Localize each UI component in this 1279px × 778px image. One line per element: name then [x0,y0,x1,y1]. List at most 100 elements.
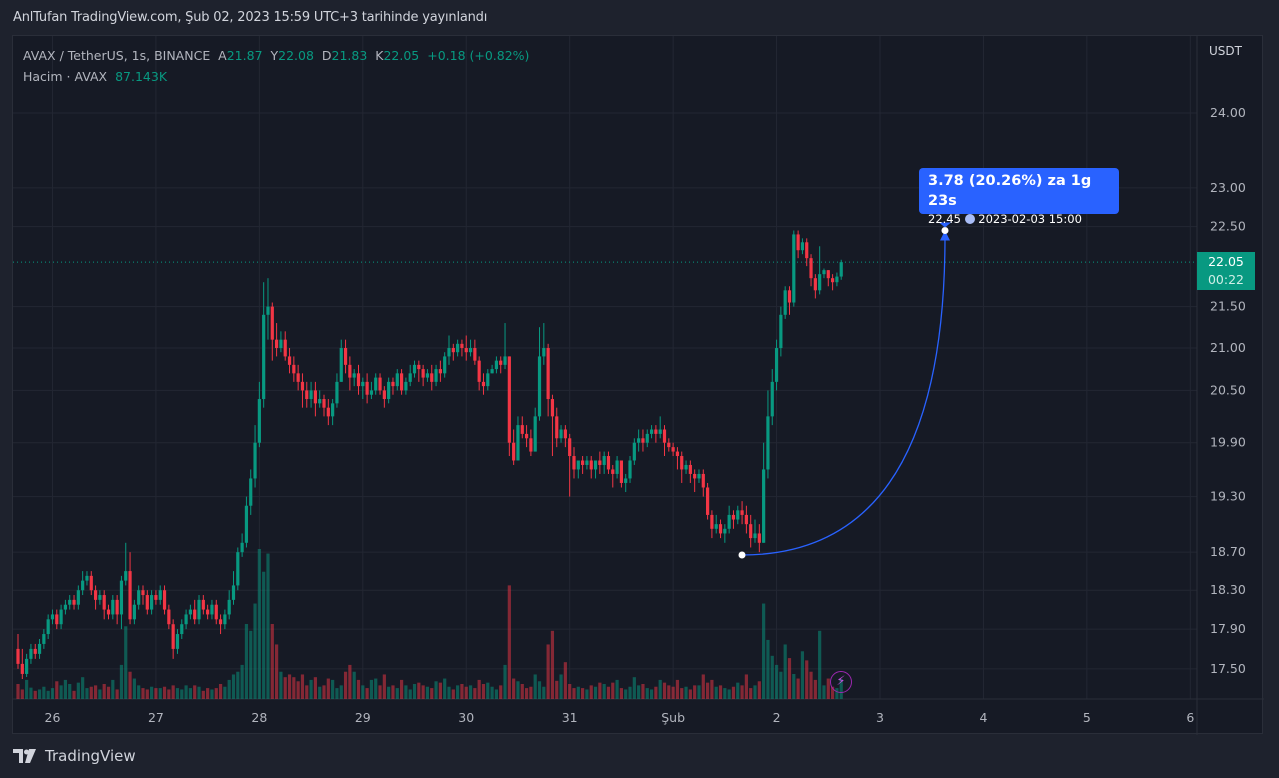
volume-bar [42,686,46,699]
candle-body [374,377,378,391]
candle-body [645,433,649,443]
volume-bar [171,685,175,699]
candle-body [542,348,546,357]
candle-body [171,624,175,649]
open-label: A [218,48,227,63]
candle-body [762,469,766,543]
candle-body [581,460,585,465]
candle-body [275,339,279,349]
volume-bar [486,682,490,699]
candle-body [576,460,580,470]
candle-body [481,381,486,387]
measure-target: 22.45 2023-02-03 15:00 [928,211,1110,228]
published-caption: AnlTufan TradingView.com, Şub 02, 2023 1… [13,10,488,25]
volume-bar [374,678,378,699]
candle-body [421,369,425,378]
volume-bar [736,682,740,699]
price-tick-label: 21.00 [1210,340,1246,355]
time-tick-label: 31 [562,710,578,725]
candle-body [770,381,774,417]
volume-bar [296,681,300,699]
chart-frame[interactable]: 24.00 23.00 22.50 21.50 21.00 20.50 19.90 19.30… [12,35,1264,735]
candle-body [818,274,822,291]
currency-label[interactable]: USDT [1209,44,1242,58]
symbol-name[interactable]: AVAX / TetherUS, 1s, BINANCE [23,48,211,63]
candle-body [499,360,503,365]
volume-bar [473,688,477,699]
candle-body [568,438,572,457]
candle-body [706,487,710,515]
measure-label-pointer [939,222,951,228]
volume-bar [223,686,227,699]
volume-bar [167,689,171,699]
volume-bar [231,674,236,699]
volume-bar [399,679,404,699]
volume-bar [585,689,589,699]
candle-body [675,451,680,457]
volume-bar [818,630,822,699]
volume-bar [322,685,326,699]
volume-bar [175,688,180,699]
volume-bar [201,690,205,699]
volume-bar [89,686,93,699]
candle-body [555,416,559,439]
volume-bar [257,549,261,699]
volume-bar [188,688,192,699]
volume-bar [593,686,598,699]
candle-body [322,399,326,408]
measure-start-handle [738,551,746,559]
measure-target-date: 2023-02-03 15:00 [978,212,1082,226]
volume-bar [555,680,559,699]
volume-bar [382,674,386,699]
candle-body [839,262,843,277]
candle-body [305,390,309,400]
candle-body [188,609,192,615]
volume-bar [809,671,813,699]
volume-bar [559,674,563,699]
volume-label[interactable]: Hacim · AVAX [23,69,108,84]
volume-bar [128,671,132,699]
volume-bar [822,685,826,699]
candle-body [654,429,658,434]
time-tick-label: 30 [458,710,474,725]
volume-bar [766,639,770,699]
time-tick-label: 5 [1083,710,1091,725]
candle-body [628,460,632,479]
volume-bar [206,688,210,699]
lightning-icon[interactable]: ⚡ [830,671,852,693]
candle-body [85,575,89,581]
volume-bar [391,685,395,699]
candle-body [50,614,55,620]
candle-body [830,278,835,283]
change-value: +0.18 (+0.82%) [427,48,530,63]
volume-bar [537,681,542,699]
candle-body [718,524,723,534]
volume-bar [236,671,240,699]
candle-body [98,595,102,600]
candle-body [822,270,826,275]
volume-bar [240,664,244,699]
candle-body [805,242,809,259]
candle-body [464,348,468,353]
volume-bar [59,685,63,699]
candle-body [339,348,343,382]
volume-bar [800,651,805,699]
candle-body [119,580,124,615]
price-chart[interactable]: 24.00 23.00 22.50 21.50 21.00 20.50 19.90 19.30… [13,36,1264,735]
price-tick-label: 18.30 [1210,582,1246,597]
candle-body [688,464,692,474]
candle-body [559,429,563,439]
candle-body [731,514,736,520]
candle-body [395,373,399,387]
candle-body [468,348,473,353]
candle-body [352,373,356,378]
measure-summary: 3.78 (20.26%) za 1g 23s [928,173,1092,209]
volume-bar [770,655,774,699]
volume-bar [563,662,567,699]
volume-bar [378,685,382,699]
low-value: 21.83 [331,48,368,63]
candle-body [408,373,412,382]
last-price: 22.05 [1208,254,1244,269]
candle-body [624,478,628,483]
tradingview-logo[interactable]: TradingView [13,747,136,765]
